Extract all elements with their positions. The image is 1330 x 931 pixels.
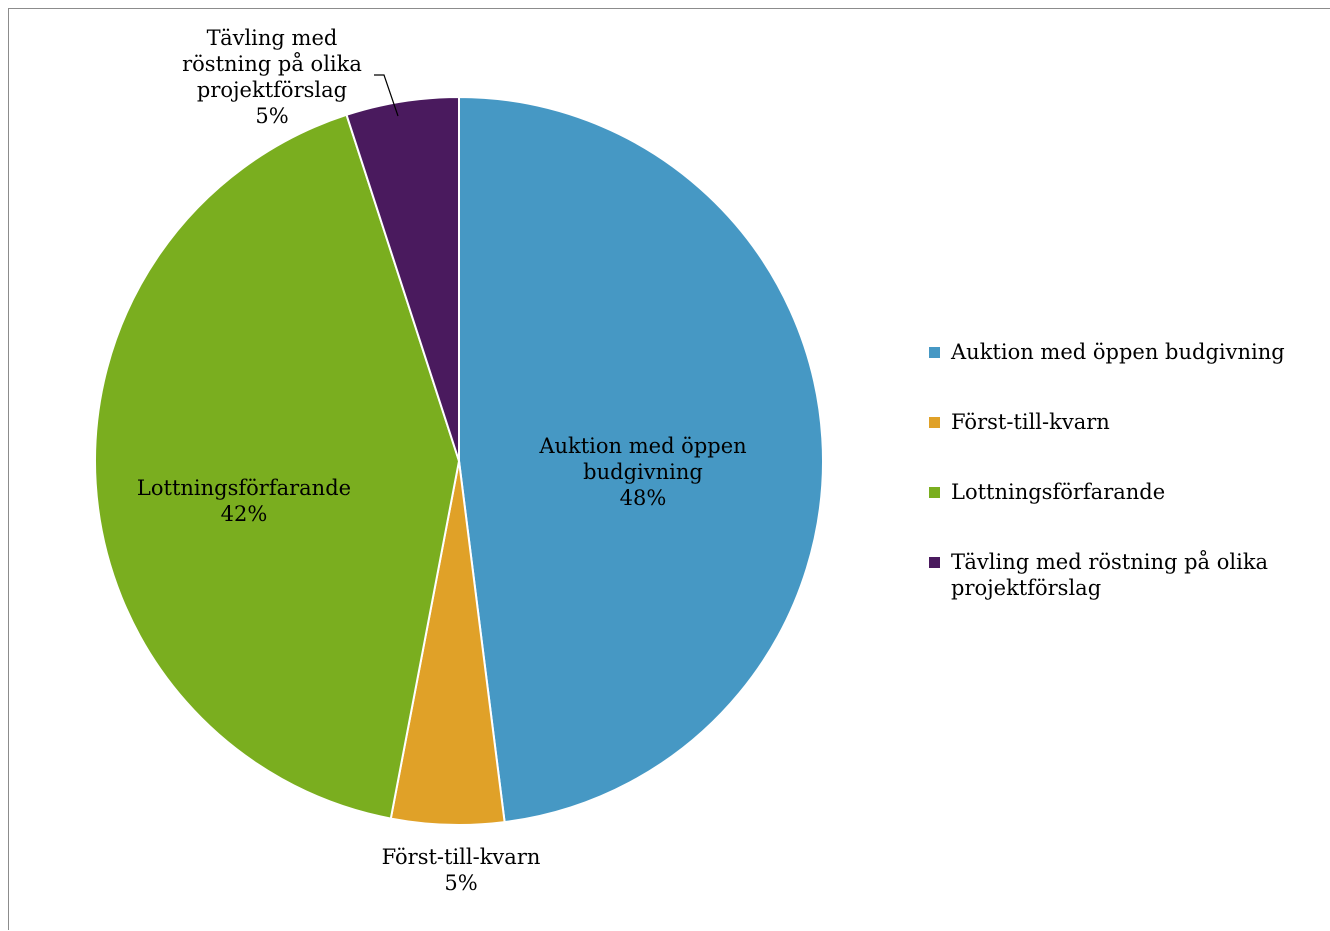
legend-item: Auktion med öppen budgivning — [929, 339, 1329, 365]
slice-label-line: Först-till-kvarn — [382, 845, 541, 869]
legend-label: Auktion med öppen budgivning — [951, 340, 1285, 364]
legend-swatch — [929, 487, 940, 498]
legend-label: projektförslag — [951, 576, 1102, 600]
slice-label-line: projektförslag — [197, 78, 347, 102]
pie-slices — [93, 95, 824, 826]
slice-label-line: Lottningsförfarande — [137, 476, 351, 500]
legend-item: Lottningsförfarande — [929, 479, 1329, 505]
legend: Auktion med öppen budgivning Först-till-k… — [929, 339, 1329, 645]
slice-percent: 48% — [620, 486, 667, 510]
legend-label: Lottningsförfarande — [951, 480, 1166, 504]
slice-label-line: budgivning — [583, 460, 703, 484]
pie-slice — [458, 95, 824, 824]
legend-swatch — [929, 557, 940, 568]
slice-label-line: röstning på olika — [182, 52, 362, 76]
slice-label-line: Auktion med öppen — [538, 434, 746, 458]
leader-line — [374, 74, 399, 117]
pie-labels: Auktion med öppen budgivning 48% Först-till… — [137, 26, 747, 895]
chart-frame: Auktion med öppen budgivning 48% Först-till… — [8, 8, 1330, 930]
legend-swatch — [929, 417, 940, 428]
slice-label: Tävling med röstning på olika projektförsl… — [182, 26, 362, 128]
pie-slice — [93, 113, 461, 820]
legend-item: Först-till-kvarn — [929, 409, 1329, 435]
slice-label: Först-till-kvarn 5% — [382, 845, 541, 895]
pie-chart: Auktion med öppen budgivning 48% Först-till… — [93, 26, 824, 895]
slice-percent: 5% — [255, 104, 288, 128]
legend-label: Tävling med röstning på olika — [951, 550, 1269, 574]
slice-percent: 5% — [444, 871, 477, 895]
legend-item: Tävling med röstning på olika projektförs… — [929, 549, 1329, 601]
legend-label: Först-till-kvarn — [951, 410, 1110, 434]
pie-slice — [345, 95, 460, 462]
slice-label: Lottningsförfarande 42% — [137, 476, 351, 526]
legend-swatch — [929, 347, 940, 358]
slice-percent: 42% — [221, 502, 268, 526]
slice-label: Auktion med öppen budgivning 48% — [538, 434, 746, 510]
slice-label-line: Tävling med — [207, 26, 338, 50]
